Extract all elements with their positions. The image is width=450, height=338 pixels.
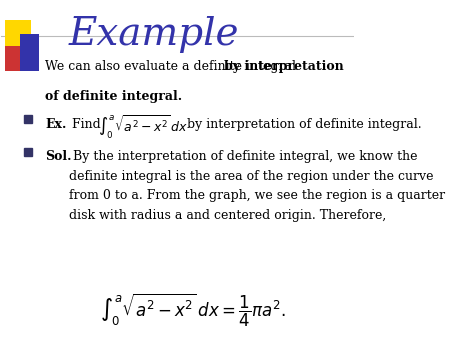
Text: of definite integral.: of definite integral. — [45, 90, 183, 103]
Text: By the interpretation of definite integral, we know the
definite integral is the: By the interpretation of definite integr… — [69, 150, 445, 222]
Text: We can also evaluate a definite integral: We can also evaluate a definite integral — [45, 60, 301, 73]
Text: Find: Find — [68, 118, 104, 130]
Text: Example: Example — [68, 16, 239, 53]
Text: by interpretation of definite integral.: by interpretation of definite integral. — [183, 118, 422, 130]
Text: $\int_0^{a} \sqrt{a^2 - x^2}\,dx$: $\int_0^{a} \sqrt{a^2 - x^2}\,dx$ — [98, 113, 188, 141]
Text: $\int_0^{a} \sqrt{a^2 - x^2}\,dx = \dfrac{1}{4}\pi a^2.$: $\int_0^{a} \sqrt{a^2 - x^2}\,dx = \dfra… — [100, 291, 286, 329]
Text: Sol.: Sol. — [45, 150, 72, 163]
Text: by interpretation: by interpretation — [224, 60, 343, 73]
Text: Ex.: Ex. — [45, 118, 67, 130]
